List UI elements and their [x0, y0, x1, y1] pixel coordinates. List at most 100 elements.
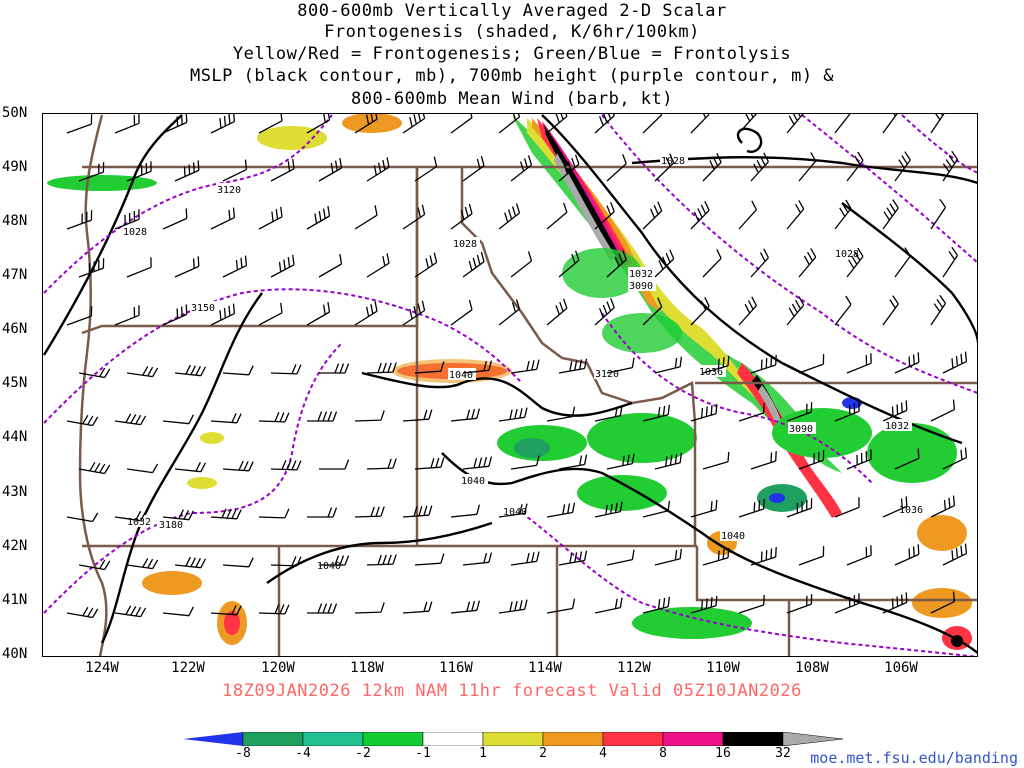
wind-barb: [558, 358, 588, 374]
wind-barb: [882, 199, 899, 230]
wind-barb: [786, 498, 813, 518]
wind-barb: [750, 354, 777, 374]
height-label: 3090: [629, 281, 653, 292]
wind-barb: [642, 201, 663, 230]
wind-barb: [546, 502, 576, 518]
wind-barb: [319, 363, 350, 374]
colorbar-segment: [782, 732, 843, 746]
colorbar-label: -4: [295, 746, 311, 761]
wind-barb: [834, 497, 860, 518]
wind-barb: [846, 545, 872, 566]
wind-barb: [882, 496, 908, 518]
wind-barb: [354, 301, 378, 326]
wind-barb: [450, 504, 481, 518]
colorbar-segment: [183, 732, 243, 746]
wind-barb: [642, 500, 671, 518]
wind-barb: [738, 594, 765, 614]
mslp-label: 1040: [461, 476, 485, 487]
wind-barb: [738, 296, 757, 326]
lat-label-47n: 47N: [2, 267, 28, 283]
wind-barb: [114, 305, 140, 326]
wind-barb: [126, 558, 159, 570]
wind-barb: [654, 249, 675, 278]
wind-barb: [319, 555, 350, 566]
wind-barb: [270, 254, 295, 278]
wind-barb: [942, 447, 968, 470]
wind-barb: [162, 304, 188, 326]
height-contours: [43, 114, 978, 657]
wind-barb: [834, 401, 860, 422]
wind-barb: [594, 298, 615, 326]
wind-barb: [162, 414, 194, 425]
wind-barb: [174, 462, 206, 473]
wind-barb: [78, 559, 111, 571]
wind-barb: [546, 598, 576, 614]
colorbar-segment: [662, 732, 724, 746]
wind-barb: [546, 298, 568, 326]
wind-barb: [690, 297, 710, 326]
wind-barb: [462, 155, 485, 182]
wind-barb: [594, 202, 615, 230]
wind-barb: [786, 594, 813, 614]
wind-barb: [174, 256, 200, 278]
wind-barb: [462, 360, 493, 374]
wind-barb: [930, 113, 946, 134]
wind-barb: [558, 154, 580, 182]
wind-barb: [354, 205, 378, 230]
wind-barb: [498, 203, 521, 230]
source-url: moe.met.fsu.edu/banding: [810, 749, 1018, 767]
wind-barb: [834, 199, 852, 230]
wind-barb: [126, 161, 152, 182]
wind-barb: [702, 153, 722, 182]
wind-barb: [606, 250, 627, 278]
wind-barb: [258, 113, 283, 134]
lat-label-44n: 44N: [2, 429, 28, 445]
wind-barb: [654, 356, 683, 374]
wind-barb: [210, 413, 242, 424]
wind-barb: [498, 299, 521, 326]
wind-barb: [450, 299, 473, 326]
colorbar-segment: [602, 732, 664, 746]
wind-barb: [894, 352, 920, 374]
mslp-label: 1040: [721, 531, 745, 542]
wind-barb: [498, 113, 521, 134]
lat-label-49n: 49N: [2, 159, 28, 175]
wind-barb: [798, 354, 825, 374]
lat-label-50n: 50N: [2, 105, 28, 121]
mslp-label: 1032: [127, 517, 151, 528]
wind-barb: [162, 113, 188, 134]
wind-barb: [270, 556, 302, 567]
wind-barb: [66, 114, 93, 134]
wind-barb: [450, 113, 473, 134]
lon-label-106w: 106W: [884, 660, 918, 676]
wind-barb: [354, 113, 378, 134]
colorbar-segment: [302, 732, 364, 746]
wind-barb: [222, 365, 254, 376]
wind-barb: [750, 152, 769, 182]
wind-barb: [834, 295, 852, 326]
wind-barb: [114, 605, 147, 618]
wind-barb: [450, 408, 481, 422]
wind-barb: [798, 152, 817, 182]
wind-barb: [930, 294, 947, 326]
lon-label-122w: 122W: [171, 660, 205, 676]
wind-barb: [402, 204, 426, 230]
wind-barb: [258, 302, 283, 326]
wind-barb: [738, 498, 765, 518]
wind-barb: [319, 459, 350, 470]
wind-barb: [462, 456, 493, 470]
wind-barb: [258, 206, 283, 230]
wind-barb: [942, 351, 968, 374]
wind-barb: [930, 591, 956, 614]
wind-barb: [354, 602, 385, 614]
colorbar-label: 4: [599, 746, 607, 761]
wind-barb: [258, 412, 290, 423]
wind-barb: [126, 257, 152, 278]
colorbar-label: 2: [539, 746, 547, 761]
wind-barb: [558, 550, 588, 566]
colorbar-segment: [362, 732, 424, 746]
wind-barb: [306, 113, 331, 134]
wind-barbs: [66, 113, 968, 619]
wind-barb: [162, 509, 194, 521]
wind-barb: [846, 151, 864, 182]
